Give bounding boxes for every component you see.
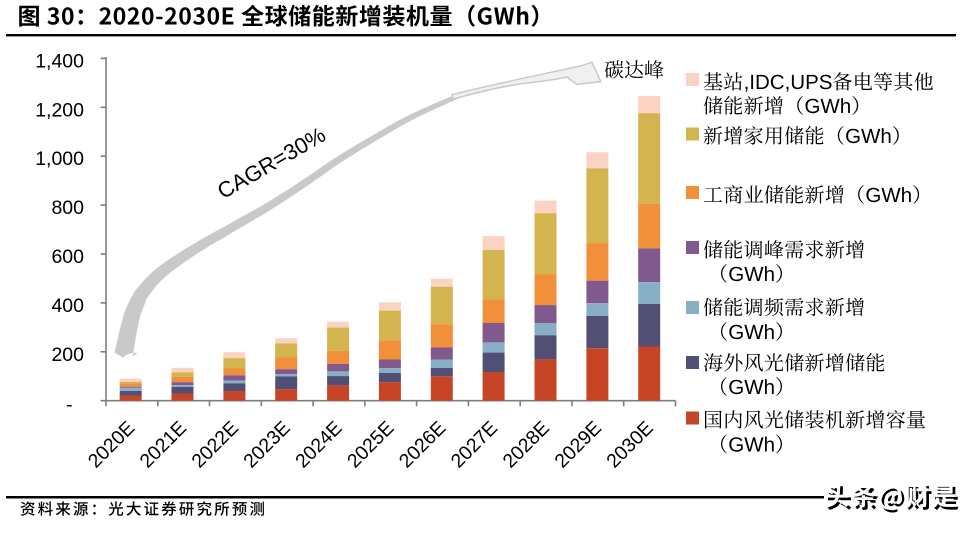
svg-text:1,000: 1,000 xyxy=(35,148,84,170)
svg-text:400: 400 xyxy=(51,295,84,317)
svg-text:1,200: 1,200 xyxy=(35,99,84,121)
svg-text:-: - xyxy=(66,394,73,416)
svg-text:600: 600 xyxy=(51,246,84,268)
svg-text:1,400: 1,400 xyxy=(35,50,84,72)
svg-text:800: 800 xyxy=(51,197,84,219)
svg-text:200: 200 xyxy=(51,344,84,366)
